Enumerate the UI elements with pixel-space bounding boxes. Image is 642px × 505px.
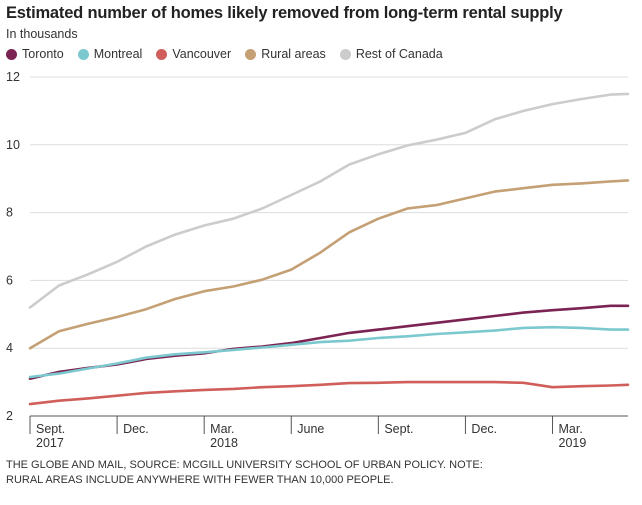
source-line-2: RURAL AREAS INCLUDE ANYWHERE WITH FEWER … (6, 474, 394, 486)
source-line-1: THE GLOBE AND MAIL, SOURCE: MCGILL UNIVE… (6, 459, 483, 471)
legend-item-montreal: Montreal (77, 47, 143, 61)
x-tick-year-6: 2019 (559, 436, 587, 450)
chart-subtitle: In thousands (6, 27, 78, 41)
y-tick-label-6: 6 (6, 273, 13, 287)
x-tick-label-3: June (297, 422, 324, 436)
legend: Toronto Montreal Vancouver Rural areas R… (6, 45, 457, 63)
legend-label-vancouver: Vancouver (172, 47, 232, 61)
legend-item-toronto: Toronto (6, 47, 64, 61)
legend-swatch-rural-areas (245, 48, 257, 60)
y-tick-label-4: 4 (6, 341, 13, 355)
y-tick-label-10: 10 (6, 138, 20, 152)
x-tick-label-1: Dec. (123, 422, 149, 436)
legend-swatch-montreal (77, 48, 89, 60)
x-tick-label-5: Dec. (471, 422, 497, 436)
source-note: THE GLOBE AND MAIL, SOURCE: MCGILL UNIVE… (6, 458, 636, 488)
chart-title: Estimated number of homes likely removed… (6, 4, 563, 22)
y-tick-label-12: 12 (6, 70, 20, 84)
x-tick-year-0: 2017 (36, 436, 64, 450)
legend-label-rest-of-canada: Rest of Canada (355, 47, 443, 61)
y-tick-label-2: 2 (6, 409, 13, 423)
x-tick-year-2: 2018 (210, 436, 238, 450)
legend-item-rural-areas: Rural areas (245, 47, 326, 61)
legend-label-montreal: Montreal (93, 47, 143, 61)
x-tick-label-2: Mar. (210, 422, 234, 436)
series-line-rural-areas (28, 179, 630, 350)
legend-label-rural-areas: Rural areas (261, 47, 326, 61)
legend-swatch-toronto (6, 48, 17, 60)
legend-swatch-rest-of-canada (339, 48, 351, 60)
x-tick-label-4: Sept. (384, 422, 413, 436)
legend-item-rest-of-canada: Rest of Canada (339, 47, 443, 61)
legend-swatch-vancouver (156, 48, 168, 60)
x-tick-label-0: Sept. (36, 422, 65, 436)
x-tick-label-6: Mar. (559, 422, 583, 436)
series-line-montreal (28, 325, 630, 379)
series-line-rest-of-canada (28, 92, 630, 309)
legend-item-vancouver: Vancouver (156, 47, 231, 61)
series-line-vancouver (28, 380, 630, 406)
legend-label-toronto: Toronto (22, 47, 64, 61)
y-tick-label-8: 8 (6, 206, 13, 220)
